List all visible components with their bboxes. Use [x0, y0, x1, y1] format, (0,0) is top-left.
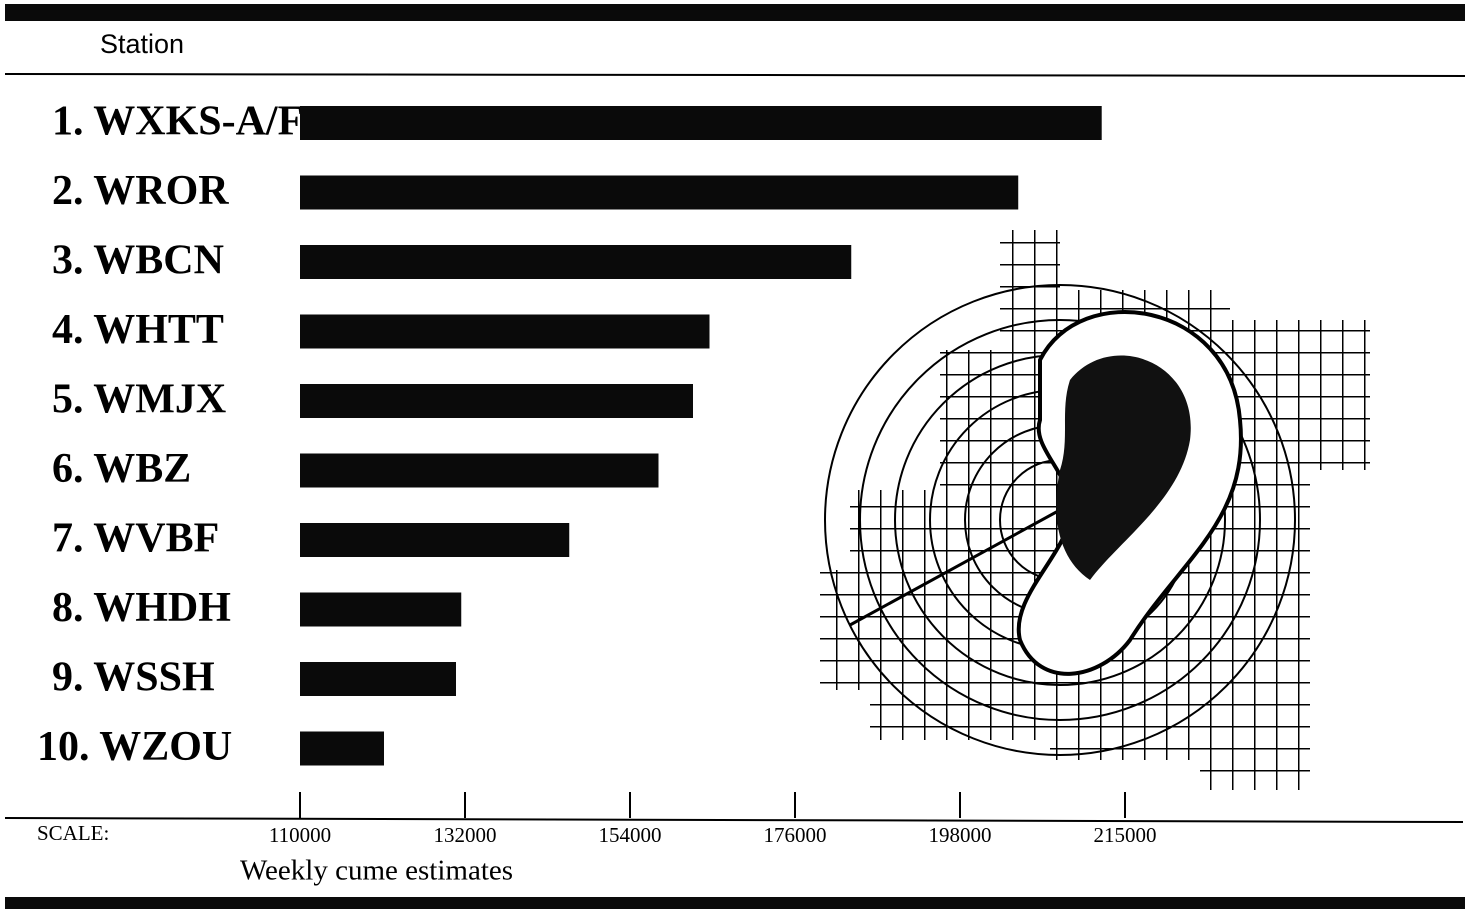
- bar: [300, 384, 693, 418]
- x-tick-label: 215000: [1094, 823, 1157, 847]
- bar: [300, 731, 384, 766]
- bar: [300, 592, 462, 627]
- x-axis-title: Weekly cume estimates: [240, 855, 513, 887]
- category-label: 5. WMJX: [52, 377, 226, 423]
- bar: [300, 662, 456, 696]
- bar: [300, 106, 1102, 140]
- bar: [300, 523, 570, 557]
- bar: [300, 314, 710, 349]
- header-rule: [4, 73, 1466, 77]
- category-label: 2. WROR: [52, 168, 229, 214]
- category-label: 8. WHDH: [52, 585, 231, 631]
- bottom-rule: [5, 897, 1465, 909]
- category-label: 6. WBZ: [52, 446, 191, 492]
- x-tick-label: 154000: [599, 823, 662, 847]
- bar: [300, 453, 659, 488]
- bar: [300, 245, 852, 279]
- bar: [300, 175, 1019, 210]
- category-label: 3. WBCN: [52, 238, 224, 284]
- ear-illustration: [820, 230, 1370, 790]
- top-rule: [5, 4, 1465, 21]
- category-label: 10. WZOU: [37, 724, 232, 770]
- category-label: 4. WHTT: [52, 307, 224, 353]
- x-tick-label: 132000: [434, 823, 497, 847]
- scale-label: SCALE:: [37, 821, 109, 845]
- category-label: 7. WVBF: [52, 516, 219, 562]
- x-tick-label: 110000: [269, 823, 331, 847]
- x-tick-label: 176000: [764, 823, 827, 847]
- x-axis: [4, 817, 1464, 823]
- header: Station: [100, 29, 184, 59]
- category-label: 9. WSSH: [52, 655, 215, 701]
- category-label: 1. WXKS-A/F: [52, 99, 303, 145]
- x-tick-label: 198000: [929, 823, 992, 847]
